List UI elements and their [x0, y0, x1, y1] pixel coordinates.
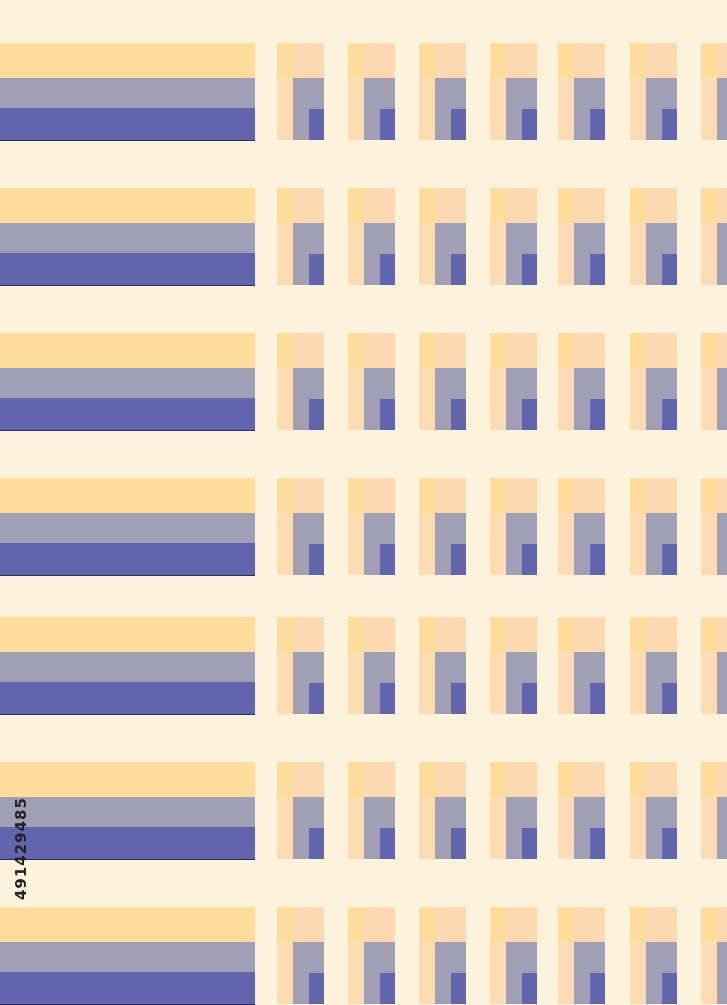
- pattern-tile: [630, 43, 677, 140]
- blue-stripe: [0, 398, 255, 431]
- pattern-tile: [490, 907, 537, 1004]
- pattern-row: [0, 617, 727, 715]
- pattern-row: [0, 333, 727, 431]
- pattern-tile: [348, 333, 395, 430]
- pattern-tile: [558, 43, 605, 140]
- pattern-tile: [490, 617, 537, 714]
- pattern-tile: [701, 478, 727, 575]
- pattern-tile: [630, 762, 677, 859]
- grey-stripe: [0, 78, 255, 108]
- pattern-tile: [277, 907, 324, 1004]
- pattern-tile: [348, 907, 395, 1004]
- stripe-bar: [0, 478, 255, 576]
- pattern-tile: [558, 333, 605, 430]
- grey-stripe: [0, 652, 255, 682]
- stripe-bar: [0, 617, 255, 715]
- pattern-tile: [419, 43, 466, 140]
- pattern-tile: [558, 617, 605, 714]
- blue-stripe: [0, 253, 255, 286]
- blue-stripe: [0, 543, 255, 576]
- pattern-tile: [490, 762, 537, 859]
- pattern-tile: [419, 478, 466, 575]
- grey-stripe: [0, 797, 255, 827]
- yellow-stripe: [0, 188, 255, 223]
- pattern-tile: [348, 762, 395, 859]
- pattern-tile: [490, 333, 537, 430]
- pattern-tile: [558, 478, 605, 575]
- blue-stripe: [0, 682, 255, 715]
- pattern-tile: [701, 617, 727, 714]
- stock-id-text: 491429485: [12, 797, 30, 900]
- grey-stripe: [0, 942, 255, 972]
- stripe-bar: [0, 188, 255, 286]
- pattern-row: [0, 478, 727, 576]
- pattern-tile: [701, 907, 727, 1004]
- pattern-tile: [419, 188, 466, 285]
- pattern-tile: [490, 43, 537, 140]
- pattern-row: [0, 43, 727, 141]
- stripe-bar: [0, 907, 255, 1005]
- pattern-tile: [419, 617, 466, 714]
- pattern-tile: [630, 478, 677, 575]
- yellow-stripe: [0, 43, 255, 78]
- pattern-tile: [701, 333, 727, 430]
- pattern-tile: [630, 907, 677, 1004]
- stripe-bar: [0, 333, 255, 431]
- yellow-stripe: [0, 762, 255, 797]
- pattern-tile: [701, 188, 727, 285]
- pattern-tile: [277, 762, 324, 859]
- grey-stripe: [0, 513, 255, 543]
- pattern-tile: [701, 762, 727, 859]
- yellow-stripe: [0, 907, 255, 942]
- pattern-tile: [277, 478, 324, 575]
- pattern-tile: [348, 43, 395, 140]
- grey-stripe: [0, 223, 255, 253]
- pattern-tile: [490, 478, 537, 575]
- pattern-tile: [277, 43, 324, 140]
- pattern-tile: [630, 617, 677, 714]
- pattern-tile: [630, 333, 677, 430]
- pattern-row: [0, 907, 727, 1005]
- pattern-tile: [630, 188, 677, 285]
- stripe-bar: [0, 43, 255, 141]
- yellow-stripe: [0, 478, 255, 513]
- pattern-tile: [348, 188, 395, 285]
- pattern-row: [0, 188, 727, 286]
- pattern-tile: [419, 333, 466, 430]
- pattern-tile: [348, 478, 395, 575]
- stripe-bar: [0, 762, 255, 860]
- pattern-row: [0, 762, 727, 860]
- pattern-tile: [701, 43, 727, 140]
- pattern-tile: [558, 907, 605, 1004]
- blue-stripe: [0, 972, 255, 1005]
- blue-stripe: [0, 108, 255, 141]
- pattern-tile: [558, 762, 605, 859]
- yellow-stripe: [0, 333, 255, 368]
- pattern-tile: [277, 188, 324, 285]
- yellow-stripe: [0, 617, 255, 652]
- pattern-tile: [490, 188, 537, 285]
- pattern-tile: [348, 617, 395, 714]
- pattern-tile: [419, 762, 466, 859]
- pattern-tile: [277, 617, 324, 714]
- pattern-tile: [558, 188, 605, 285]
- pattern-tile: [277, 333, 324, 430]
- grey-stripe: [0, 368, 255, 398]
- pattern-tile: [419, 907, 466, 1004]
- blue-stripe: [0, 827, 255, 860]
